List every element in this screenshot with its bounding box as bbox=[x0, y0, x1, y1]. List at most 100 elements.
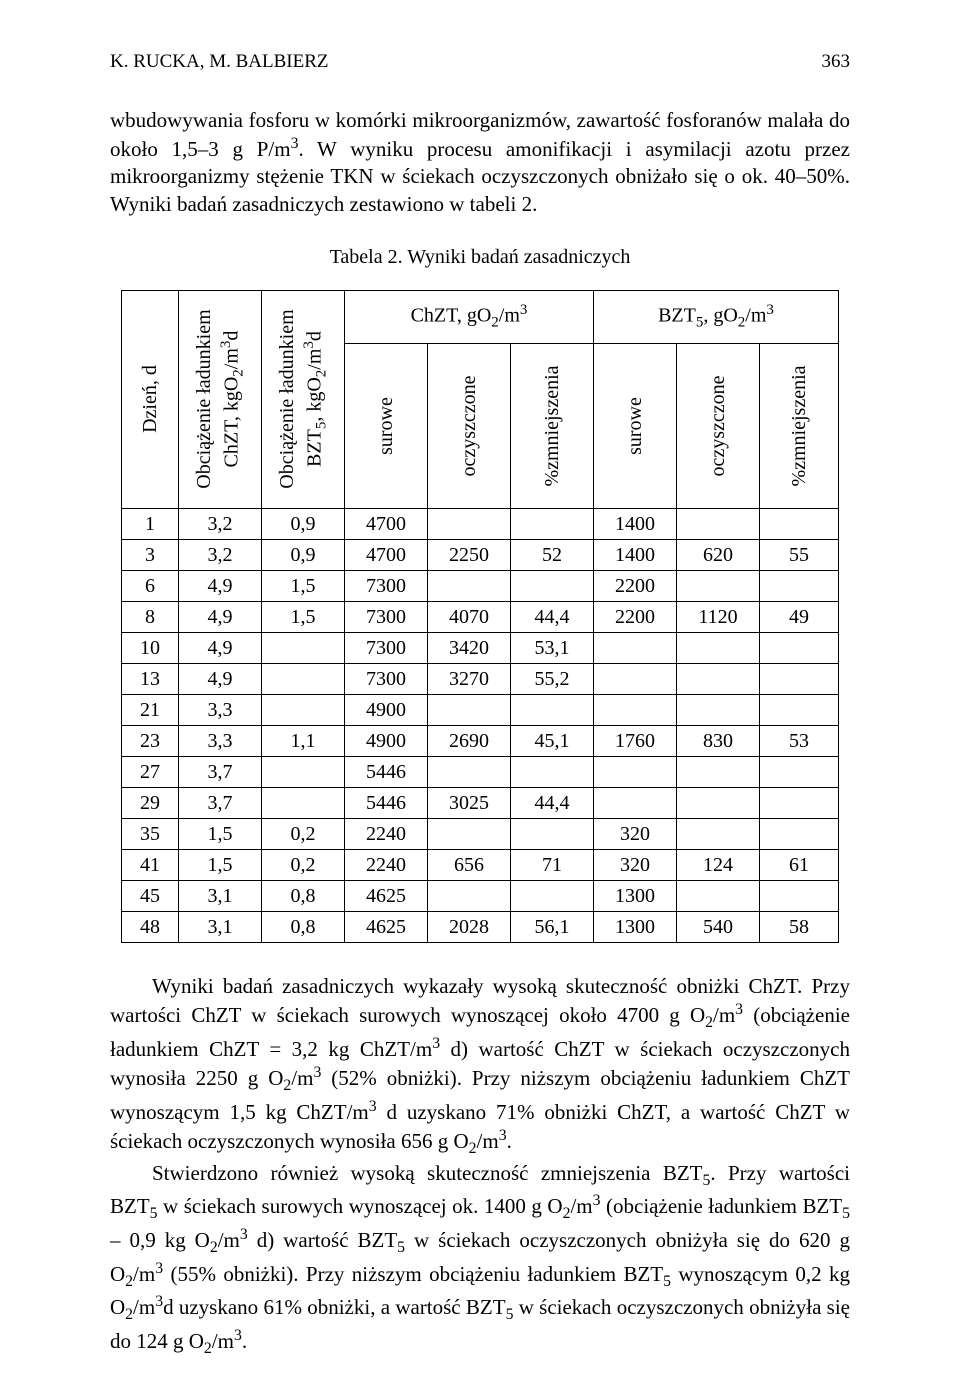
table-cell: 540 bbox=[677, 911, 760, 942]
table-cell: 3 bbox=[122, 539, 179, 570]
table-cell bbox=[760, 570, 839, 601]
table-cell: 3,3 bbox=[179, 694, 262, 725]
table-cell: 13 bbox=[122, 663, 179, 694]
table-cell: 3,2 bbox=[179, 539, 262, 570]
table-cell bbox=[262, 663, 345, 694]
col-bzt-surowe: surowe bbox=[594, 343, 677, 508]
table-row: 213,34900 bbox=[122, 694, 839, 725]
table-cell: 4625 bbox=[345, 911, 428, 942]
table-cell: 1,5 bbox=[179, 818, 262, 849]
table-cell: 4,9 bbox=[179, 632, 262, 663]
table-cell bbox=[760, 694, 839, 725]
table-cell bbox=[677, 570, 760, 601]
table-cell bbox=[511, 756, 594, 787]
table-row: 483,10,84625202856,1130054058 bbox=[122, 911, 839, 942]
table-cell bbox=[677, 756, 760, 787]
table-cell bbox=[594, 663, 677, 694]
body-paragraph-2: Stwierdzono również wysoką skuteczność z… bbox=[110, 1160, 850, 1360]
table-cell: 3420 bbox=[428, 632, 511, 663]
table-cell: 10 bbox=[122, 632, 179, 663]
table-row: 134,97300327055,2 bbox=[122, 663, 839, 694]
table-caption: Tabela 2. Wyniki badań zasadniczych bbox=[110, 244, 850, 270]
table-cell: 44,4 bbox=[511, 787, 594, 818]
table-cell bbox=[511, 818, 594, 849]
table-cell: 3,1 bbox=[179, 911, 262, 942]
table-row: 233,31,14900269045,1176083053 bbox=[122, 725, 839, 756]
table-cell: 3,3 bbox=[179, 725, 262, 756]
table-cell bbox=[428, 756, 511, 787]
table-cell bbox=[760, 663, 839, 694]
table-cell bbox=[760, 508, 839, 539]
table-cell: 0,2 bbox=[262, 849, 345, 880]
table-cell: 320 bbox=[594, 849, 677, 880]
table-cell: 7300 bbox=[345, 570, 428, 601]
table-cell: 5446 bbox=[345, 756, 428, 787]
table-cell: 45 bbox=[122, 880, 179, 911]
table-cell: 21 bbox=[122, 694, 179, 725]
table-cell: 620 bbox=[677, 539, 760, 570]
table-cell: 41 bbox=[122, 849, 179, 880]
table-cell: 0,8 bbox=[262, 911, 345, 942]
table-cell bbox=[511, 570, 594, 601]
results-table: Dzień, d Obciążenie ładunkiem ChZT, kgO2… bbox=[121, 290, 839, 943]
table-row: 13,20,947001400 bbox=[122, 508, 839, 539]
table-cell: 1,5 bbox=[262, 570, 345, 601]
table-cell: 3,2 bbox=[179, 508, 262, 539]
table-cell bbox=[511, 508, 594, 539]
table-cell: 5446 bbox=[345, 787, 428, 818]
table-cell: 1,1 bbox=[262, 725, 345, 756]
table-cell bbox=[677, 508, 760, 539]
table-cell: 53 bbox=[760, 725, 839, 756]
table-cell: 55,2 bbox=[511, 663, 594, 694]
page: K. RUCKA, M. BALBIERZ 363 wbudowywania f… bbox=[0, 0, 960, 1390]
table-cell: 4,9 bbox=[179, 570, 262, 601]
table-row: 104,9 7300342053,1 bbox=[122, 632, 839, 663]
col-bzt-group: BZT5, gO2/m3 bbox=[594, 290, 839, 343]
table-cell bbox=[262, 787, 345, 818]
table-cell: 45,1 bbox=[511, 725, 594, 756]
table-cell: 3270 bbox=[428, 663, 511, 694]
table-cell: 53,1 bbox=[511, 632, 594, 663]
table-cell bbox=[262, 756, 345, 787]
table-row: 64,91,573002200 bbox=[122, 570, 839, 601]
header-authors: K. RUCKA, M. BALBIERZ bbox=[110, 50, 329, 75]
table-cell: 124 bbox=[677, 849, 760, 880]
table-cell: 4700 bbox=[345, 508, 428, 539]
table-cell: 320 bbox=[594, 818, 677, 849]
table-cell: 1400 bbox=[594, 508, 677, 539]
table-row: 351,50,22240320 bbox=[122, 818, 839, 849]
table-cell bbox=[760, 787, 839, 818]
table-header-row-1: Dzień, d Obciążenie ładunkiem ChZT, kgO2… bbox=[122, 290, 839, 343]
table-cell: 2200 bbox=[594, 570, 677, 601]
table-row: 411,50,222406567132012461 bbox=[122, 849, 839, 880]
table-cell bbox=[428, 508, 511, 539]
table-cell: 4625 bbox=[345, 880, 428, 911]
table-cell bbox=[594, 756, 677, 787]
intro-paragraph: wbudowywania fosforu w komórki mikroorga… bbox=[110, 107, 850, 218]
table-cell: 7300 bbox=[345, 663, 428, 694]
table-cell: 7300 bbox=[345, 632, 428, 663]
table-cell bbox=[677, 787, 760, 818]
table-cell: 44,4 bbox=[511, 601, 594, 632]
table-cell: 1120 bbox=[677, 601, 760, 632]
table-cell: 2250 bbox=[428, 539, 511, 570]
table-cell: 29 bbox=[122, 787, 179, 818]
table-cell bbox=[677, 663, 760, 694]
table-cell: 2200 bbox=[594, 601, 677, 632]
table-cell: 35 bbox=[122, 818, 179, 849]
table-cell bbox=[262, 694, 345, 725]
table-cell: 4070 bbox=[428, 601, 511, 632]
table-cell bbox=[760, 818, 839, 849]
table-cell: 830 bbox=[677, 725, 760, 756]
table-cell: 8 bbox=[122, 601, 179, 632]
table-row: 293,75446302544,4 bbox=[122, 787, 839, 818]
header-page-number: 363 bbox=[822, 50, 851, 75]
table-cell: 4700 bbox=[345, 539, 428, 570]
table-cell: 3,7 bbox=[179, 787, 262, 818]
table-cell bbox=[760, 880, 839, 911]
table-cell: 52 bbox=[511, 539, 594, 570]
table-cell: 3,1 bbox=[179, 880, 262, 911]
table-cell: 0,8 bbox=[262, 880, 345, 911]
table-cell: 61 bbox=[760, 849, 839, 880]
table-cell: 3,7 bbox=[179, 756, 262, 787]
